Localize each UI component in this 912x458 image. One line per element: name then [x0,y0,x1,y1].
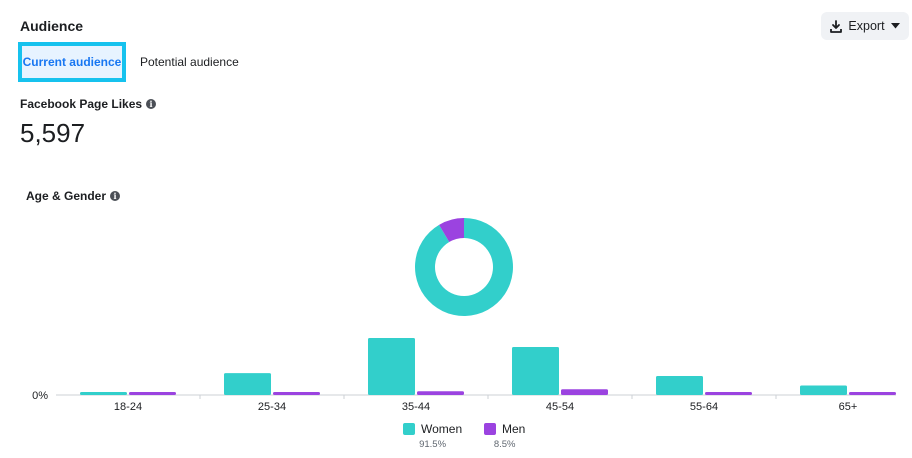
bar-women-35-44 [368,338,415,395]
bar-men-18-24 [129,392,176,395]
x-tick-label: 25-34 [258,401,286,413]
download-icon [830,19,843,33]
bar-men-65+ [849,392,896,395]
legend-item-men[interactable]: Men 8.5% [484,422,525,450]
x-tick-label: 45-54 [546,401,574,413]
page-likes-heading: Facebook Page Likes i [20,97,157,111]
donut-slice-men [439,218,464,243]
bar-men-25-34 [273,392,320,395]
tab-current-audience[interactable]: Current audience [18,42,126,82]
legend-swatch-women [403,423,415,435]
legend-label-men: Men [502,422,526,436]
x-tick-label: 65+ [839,401,858,413]
legend-pct-men: 8.5% [493,439,516,450]
info-icon[interactable]: i [110,191,121,201]
bar-men-55-64 [705,392,752,395]
bar-women-25-34 [224,373,271,395]
bar-women-45-54 [512,347,559,395]
page-likes-label: Facebook Page Likes [20,97,143,111]
page-likes-value: 5,597 [20,118,86,148]
y-tick-label: 0% [32,390,48,402]
legend-item-women[interactable]: Women 91.5% [403,422,462,450]
bar-men-45-54 [561,389,608,395]
tab-potential-audience[interactable]: Potential audience [140,55,239,69]
legend-pct-women: 91.5% [419,439,447,450]
x-tick-label: 18-24 [114,401,142,413]
export-label: Export [848,19,885,33]
age-gender-label: Age & Gender [26,189,107,203]
caret-down-icon [890,23,900,29]
bar-women-55-64 [656,376,703,395]
audience-title: Audience [20,18,84,34]
legend-label-women: Women [421,422,463,436]
x-tick-label: 35-44 [402,401,430,413]
age-gender-heading: Age & Gender i [26,189,121,203]
bar-women-65+ [800,385,847,395]
export-button[interactable]: Export [821,12,909,40]
info-icon[interactable]: i [146,99,157,109]
donut-slice-women [414,218,513,316]
bar-women-18-24 [80,392,127,395]
bar-men-35-44 [417,391,464,395]
tab-current-label: Current audience [22,55,122,69]
age-gender-chart: 0% 18-24 25-34 35-44 45-54 55-64 65+ [32,218,896,413]
x-tick-label: 55-64 [690,401,718,413]
legend-swatch-men [484,423,496,435]
